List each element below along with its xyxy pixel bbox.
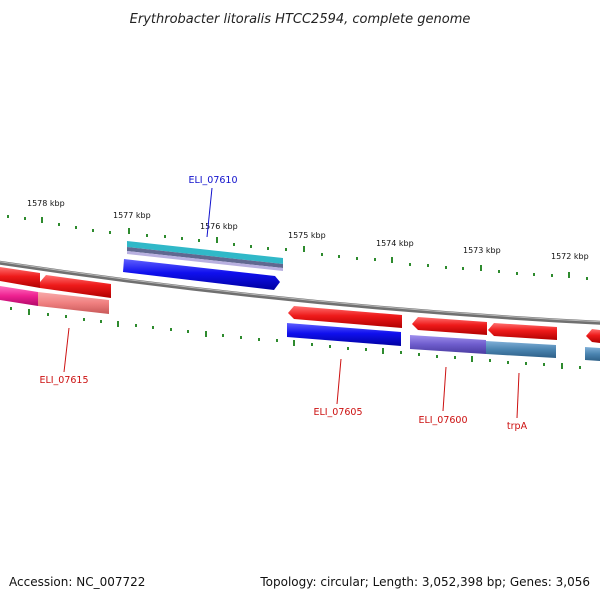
gene-label-trpa[interactable]: trpA <box>507 421 528 432</box>
scale-label-1572: 1572 kbp <box>551 252 589 261</box>
gene-eli-07610-arrow[interactable] <box>123 259 280 290</box>
scale-label-1576: 1576 kbp <box>200 222 238 231</box>
gene-trpa-red-arrow[interactable] <box>488 323 557 340</box>
gene-eli-07615-magenta[interactable] <box>0 286 38 306</box>
gene-eli-07605-arrow[interactable] <box>287 323 401 346</box>
scale-label-1578: 1578 kbp <box>27 199 65 208</box>
gene-label-eli-07610[interactable]: ELI_07610 <box>188 175 237 186</box>
gene-left-red-arrow-b[interactable] <box>40 275 111 298</box>
gene-label-eli-07605[interactable]: ELI_07605 <box>313 407 362 418</box>
gene-eli-07605-red-arrow[interactable] <box>288 306 402 328</box>
scale-label-1573: 1573 kbp <box>463 246 501 255</box>
gene-trpa-arrow[interactable] <box>486 341 556 358</box>
gene-labels: ELI_07610 ELI_07615 ELI_07605 ELI_07600 … <box>39 175 527 432</box>
feature-slate-band <box>127 247 283 268</box>
callout-line-eli-07600 <box>442 366 447 412</box>
gene-left-red-arrow-a[interactable] <box>0 267 40 288</box>
genome-summary-text: Topology: circular; Length: 3,052,398 bp… <box>259 575 590 589</box>
gene-eli-07615-arrow[interactable] <box>38 292 109 314</box>
gene-eli-07600-red-arrow[interactable] <box>412 317 487 335</box>
scale-labels: 1578 kbp 1577 kbp 1576 kbp 1575 kbp 1574… <box>27 199 589 261</box>
genome-title: Erythrobacter litoralis HTCC2594, comple… <box>130 12 471 27</box>
gene-callout-lines <box>63 187 520 419</box>
outer-gene-features <box>0 241 283 298</box>
gene-label-eli-07615[interactable]: ELI_07615 <box>39 375 88 386</box>
genome-backbone <box>0 260 600 325</box>
inner-scale-ticks <box>10 307 581 369</box>
gene-right-steel-arrow[interactable] <box>585 347 600 361</box>
gene-eli-07600-arrow[interactable] <box>410 335 486 354</box>
gene-right-red-arrow[interactable] <box>586 329 600 343</box>
scale-label-1574: 1574 kbp <box>376 239 414 248</box>
feature-cyan-band <box>127 241 283 264</box>
scale-label-1575: 1575 kbp <box>288 231 326 240</box>
callout-line-eli-07605 <box>336 358 342 405</box>
accession-text: Accession: NC_007722 <box>9 575 145 589</box>
callout-line-eli-07610 <box>206 187 213 238</box>
outer-scale-ticks <box>7 215 588 280</box>
gene-label-eli-07600[interactable]: ELI_07600 <box>418 415 467 426</box>
callout-line-trpa <box>516 372 520 419</box>
scale-label-1577: 1577 kbp <box>113 211 151 220</box>
callout-line-eli-07615 <box>63 327 70 373</box>
inner-gene-features <box>0 286 600 361</box>
feature-lavender-band <box>127 251 283 271</box>
